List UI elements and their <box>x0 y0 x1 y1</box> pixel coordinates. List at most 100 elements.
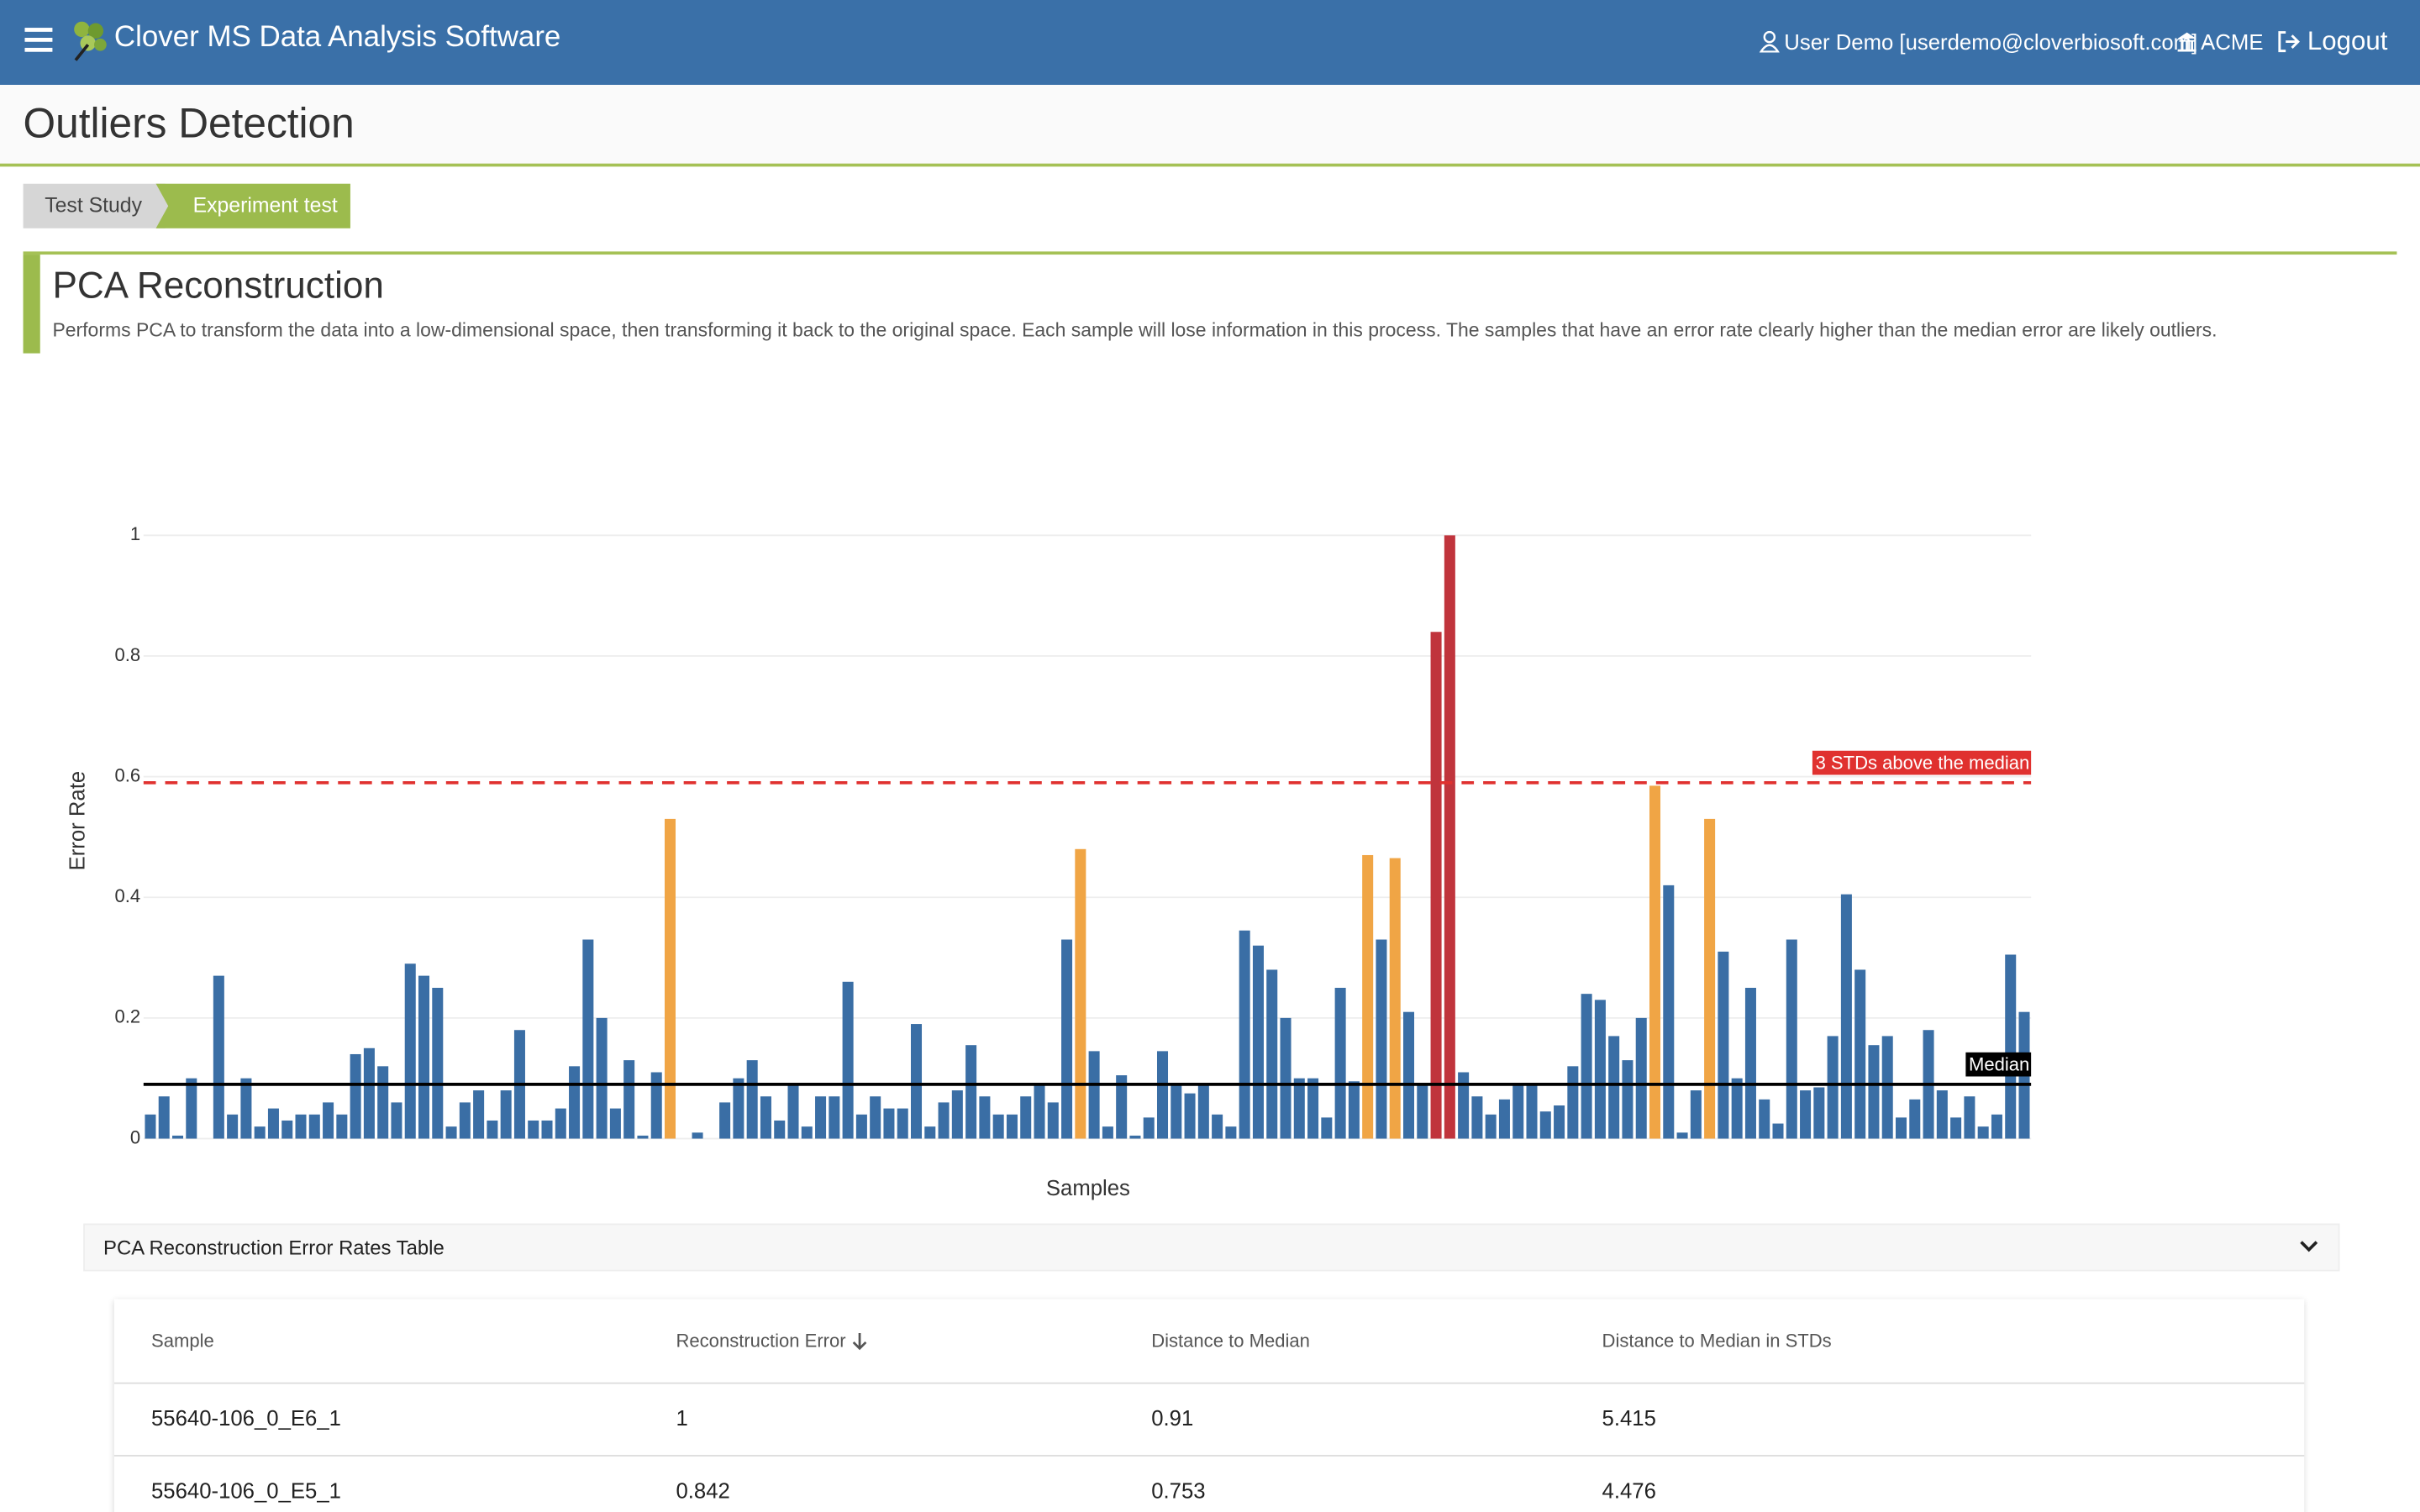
bar <box>2005 954 2017 1139</box>
y-tick-label: 0.6 <box>115 764 141 785</box>
bar <box>1608 1036 1620 1139</box>
section-description: Performs PCA to transform the data into … <box>52 319 2217 341</box>
bar <box>1376 939 1387 1139</box>
bar <box>1840 894 1852 1139</box>
bar <box>1212 1114 1223 1139</box>
bar <box>829 1096 840 1139</box>
bar <box>596 1017 608 1139</box>
bar <box>979 1096 991 1139</box>
column-header: Sample <box>151 1330 214 1352</box>
bar <box>555 1108 566 1139</box>
bar <box>1718 951 1729 1139</box>
bar <box>1116 1075 1128 1139</box>
bar <box>1129 1135 1141 1139</box>
accordion-title: PCA Reconstruction Error Rates Table <box>103 1236 445 1259</box>
bar <box>870 1096 881 1139</box>
bar <box>350 1053 361 1139</box>
crumb-label[interactable]: Experiment test <box>193 195 338 218</box>
bar <box>1786 939 1797 1139</box>
column-header: Distance to Median in STDs <box>1602 1330 1832 1352</box>
bar <box>924 1126 936 1139</box>
divider <box>23 251 2397 255</box>
bar <box>1663 885 1675 1139</box>
reference-label: 3 STDs above the median <box>1816 753 2030 774</box>
section-title: PCA Reconstruction <box>52 265 384 307</box>
bar <box>1936 1090 1948 1139</box>
bar <box>323 1102 334 1139</box>
bar <box>1362 854 1374 1139</box>
bar <box>1389 858 1401 1139</box>
bar <box>1280 1017 1292 1139</box>
bar <box>377 1066 389 1139</box>
bar <box>1813 1087 1825 1139</box>
user-info: User Demo [userdemo@cloverbiosoft.com] - <box>1784 29 2211 55</box>
breadcrumb: Test Study Experiment test <box>23 183 350 228</box>
x-axis-label: Samples <box>1046 1177 1130 1200</box>
bar <box>1594 1000 1606 1139</box>
crumb[interactable] <box>23 183 178 228</box>
bar <box>733 1078 744 1139</box>
bar <box>1881 1036 1893 1139</box>
section-accent <box>23 255 40 354</box>
crumb[interactable] <box>155 183 350 228</box>
bar <box>1567 1066 1579 1139</box>
bar <box>158 1096 170 1139</box>
bar <box>760 1096 771 1139</box>
y-tick-label: 0.8 <box>115 644 141 665</box>
table-cell: 0.842 <box>676 1478 730 1503</box>
org-name: ACME <box>2201 29 2264 55</box>
bar <box>267 1108 279 1139</box>
row-divider <box>113 1382 2305 1384</box>
bar <box>1759 1099 1770 1139</box>
table-cell: 1 <box>676 1405 688 1431</box>
crumb-label[interactable]: Test Study <box>45 195 142 218</box>
bar <box>650 1072 662 1139</box>
bar <box>1252 945 1264 1139</box>
bar <box>1772 1123 1784 1139</box>
bar <box>1977 1126 1989 1139</box>
menu-icon[interactable] <box>24 26 53 54</box>
y-tick-label: 0 <box>130 1126 140 1147</box>
accordion-header[interactable]: PCA Reconstruction Error Rates Table <box>83 1223 2340 1272</box>
bar <box>459 1102 471 1139</box>
logo <box>74 21 107 61</box>
bar <box>1348 1081 1360 1139</box>
bar <box>1964 1096 1975 1139</box>
bar <box>1225 1126 1237 1139</box>
bar <box>815 1096 827 1139</box>
bar <box>281 1120 293 1139</box>
bar <box>938 1102 950 1139</box>
bar <box>145 1114 156 1139</box>
bar <box>1020 1096 1032 1139</box>
bar <box>1581 994 1592 1139</box>
bar <box>1800 1090 1812 1139</box>
bar <box>391 1102 402 1139</box>
bar <box>1458 1072 1470 1139</box>
bar <box>1034 1084 1045 1139</box>
table-cell: 0.753 <box>1151 1478 1206 1503</box>
bar <box>1649 785 1661 1139</box>
table-cell: 55640-106_0_E5_1 <box>151 1478 341 1503</box>
page-title: Outliers Detection <box>23 100 355 147</box>
bar <box>951 1090 963 1139</box>
bar <box>623 1060 635 1139</box>
logout-icon[interactable] <box>2276 29 2301 54</box>
bar <box>213 975 224 1139</box>
bar <box>1061 939 1073 1139</box>
reference-label: Median <box>1969 1054 2029 1075</box>
chevron[interactable] <box>2298 1239 2320 1254</box>
bar <box>240 1078 252 1139</box>
bar <box>1471 1096 1483 1139</box>
bar <box>186 1078 197 1139</box>
bar <box>1744 987 1756 1139</box>
app-title: Clover MS Data Analysis Software <box>113 21 561 55</box>
bar <box>227 1114 239 1139</box>
table-cell: 4.476 <box>1602 1478 1656 1503</box>
bar <box>1184 1093 1196 1139</box>
logout[interactable]: Logout <box>2307 26 2388 56</box>
y-tick-label: 0.2 <box>115 1006 141 1027</box>
bar <box>1526 1084 1538 1139</box>
sort-icon[interactable] <box>850 1331 869 1352</box>
bar <box>1690 1090 1702 1139</box>
